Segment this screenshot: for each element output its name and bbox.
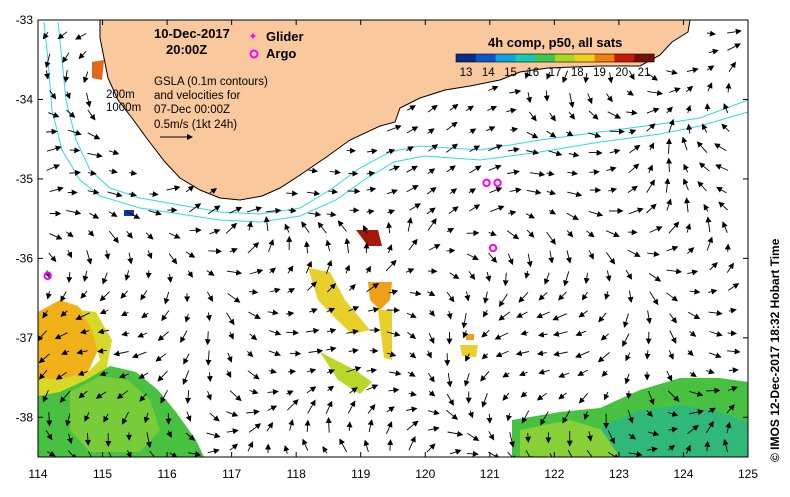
- depth-label-200m: 200m: [106, 89, 135, 101]
- credit-text: © IMOS 12-Dec-2017 18:32 Hobart Time: [768, 238, 782, 462]
- colorbar-swatch: [555, 54, 575, 62]
- x-tick-label: 123: [609, 467, 629, 481]
- velocity-arrow: [669, 159, 670, 172]
- velocity-arrow: [70, 150, 80, 151]
- sst-patch-orange-coast: [92, 60, 104, 80]
- velocity-arrow: [390, 440, 391, 451]
- header-date: 10-Dec-2017: [154, 26, 230, 41]
- colorbar-swatch: [595, 54, 615, 62]
- velocity-arrow: [288, 371, 295, 372]
- velocity-arrow: [46, 131, 57, 132]
- velocity-arrow: [706, 390, 719, 391]
- x-tick-label: 125: [738, 467, 758, 481]
- argo-label: Argo: [266, 46, 296, 61]
- x-tick-label: 116: [158, 467, 177, 481]
- colorbar-tick-label: 16: [526, 67, 539, 79]
- colorbar-tick-label: 15: [504, 67, 517, 79]
- colorbar-tick-label: 21: [638, 67, 651, 79]
- velocity-arrow: [148, 270, 149, 278]
- info-line-2: and velocities for: [154, 90, 240, 102]
- colorbar-swatches: [456, 54, 655, 62]
- velocity-arrow: [447, 250, 455, 251]
- x-tick-label: 117: [222, 467, 241, 481]
- y-tick-label: -34: [16, 92, 34, 106]
- y-tick-label: -38: [16, 410, 34, 424]
- header-time: 20:00Z: [166, 42, 207, 57]
- y-tick-label: -35: [16, 172, 34, 186]
- colorbar-tick-label: 19: [593, 67, 606, 79]
- y-tick-label: -33: [16, 13, 34, 27]
- colorbar-swatch: [575, 54, 595, 62]
- x-tick-label: 121: [480, 467, 500, 481]
- y-tick-label: -36: [16, 251, 34, 265]
- colorbar-swatch: [476, 54, 496, 62]
- glider-symbol-icon: ✦: [248, 31, 257, 43]
- glider-label: Glider: [266, 29, 304, 44]
- colorbar-swatch: [535, 54, 555, 62]
- colorbar-tick-label: 13: [460, 67, 473, 79]
- x-tick-label: 124: [673, 467, 693, 481]
- x-tick-label: 119: [351, 467, 370, 481]
- x-tick-label: 115: [93, 467, 112, 481]
- colorbar-tick-label: 17: [549, 67, 562, 79]
- velocity-arrow: [208, 251, 221, 252]
- velocity-arrow: [208, 331, 209, 344]
- colorbar-swatch: [614, 54, 634, 62]
- colorbar-ticks: 13 14 15 16 17 18 19 20 21: [460, 67, 651, 79]
- sst-patch-small-orange: [466, 334, 474, 340]
- info-line-1: GSLA (0.1m contours): [154, 76, 268, 88]
- colorbar-tick-label: 20: [615, 67, 628, 79]
- velocity-arrow: [289, 210, 296, 211]
- colorbar-tick-label: 14: [482, 67, 495, 79]
- colorbar-swatch: [515, 54, 535, 62]
- velocity-arrow: [349, 422, 350, 431]
- x-tick-label: 118: [287, 467, 306, 481]
- velocity-arrow: [149, 194, 157, 195]
- x-tick-label: 114: [28, 467, 47, 481]
- colorbar-tick-label: 18: [571, 67, 584, 79]
- velocity-arrow: [286, 193, 297, 194]
- colorbar-swatch: [496, 54, 516, 62]
- velocity-arrow: [589, 172, 598, 173]
- colorbar-swatch: [634, 54, 654, 62]
- velocity-arrow: [629, 391, 630, 399]
- depth-label-1000m: 1000m: [106, 102, 141, 114]
- colorbar-swatch: [456, 54, 476, 62]
- colorbar-title: 4h comp, p50, all sats: [488, 35, 622, 50]
- sst-patch-small-yellow: [460, 345, 478, 357]
- x-tick-label: 122: [544, 467, 564, 481]
- info-line-4: 0.5m/s (1kt 24h): [154, 119, 237, 131]
- info-line-3: 07-Dec 00:00Z: [154, 104, 230, 116]
- x-tick-label: 120: [415, 467, 435, 481]
- y-tick-label: -37: [16, 331, 34, 345]
